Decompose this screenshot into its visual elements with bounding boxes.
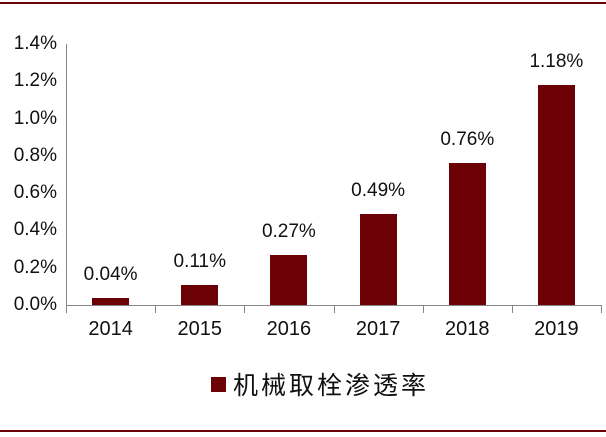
bar-value-label: 0.49%	[351, 179, 406, 201]
bar-slot: 0.04%	[66, 44, 155, 305]
y-axis-label: 0.6%	[13, 182, 57, 204]
x-axis-label: 2019	[534, 318, 579, 340]
bar	[92, 297, 130, 305]
bar	[448, 163, 486, 305]
bar-value-label: 1.18%	[529, 51, 584, 73]
x-axis-label: 2018	[445, 318, 490, 340]
legend-label: 机械取栓渗透率	[232, 373, 429, 400]
bar-value-label: 0.27%	[261, 220, 316, 242]
legend-entry: 机械取栓渗透率	[210, 366, 429, 402]
x-axis-tick	[601, 305, 602, 313]
y-axis-label: 0.2%	[13, 256, 57, 278]
bar-slot: 0.49%	[334, 44, 423, 305]
x-axis-label: 2017	[355, 318, 401, 340]
x-axis-label: 2015	[177, 318, 223, 340]
bar	[359, 213, 397, 305]
y-axis-label: 0.4%	[13, 219, 57, 241]
legend: 机械取栓渗透率	[0, 366, 606, 402]
y-axis-label: 0.8%	[13, 144, 57, 166]
x-axis-tick	[423, 305, 424, 313]
x-axis-tick	[512, 305, 513, 313]
x-axis-tick	[334, 305, 335, 313]
bar-value-label: 0.11%	[173, 250, 227, 272]
bar	[537, 85, 575, 305]
bar-value-label: 0.76%	[440, 129, 495, 151]
bar	[270, 254, 308, 305]
bar-slot: 1.18%	[512, 44, 601, 305]
top-rule	[0, 2, 606, 4]
bar	[181, 284, 219, 305]
bar-slot: 0.27%	[244, 44, 333, 305]
y-axis-label: 1.4%	[13, 33, 57, 54]
bar-slot: 0.76%	[423, 44, 512, 305]
bar-slot: 0.11%	[155, 44, 244, 305]
x-axis-tick	[244, 305, 245, 313]
x-axis-label: 2014	[88, 318, 133, 340]
y-axis-line	[66, 44, 67, 313]
y-axis-label: 1.2%	[13, 70, 57, 92]
bottom-rule	[0, 430, 606, 432]
y-axis-label: 1.0%	[13, 107, 57, 129]
y-axis-label: 0.0%	[13, 294, 57, 315]
x-axis-label: 2016	[266, 318, 312, 340]
legend-swatch-icon	[210, 376, 226, 392]
x-axis-tick	[155, 305, 156, 313]
bar-value-label: 0.04%	[83, 263, 138, 285]
